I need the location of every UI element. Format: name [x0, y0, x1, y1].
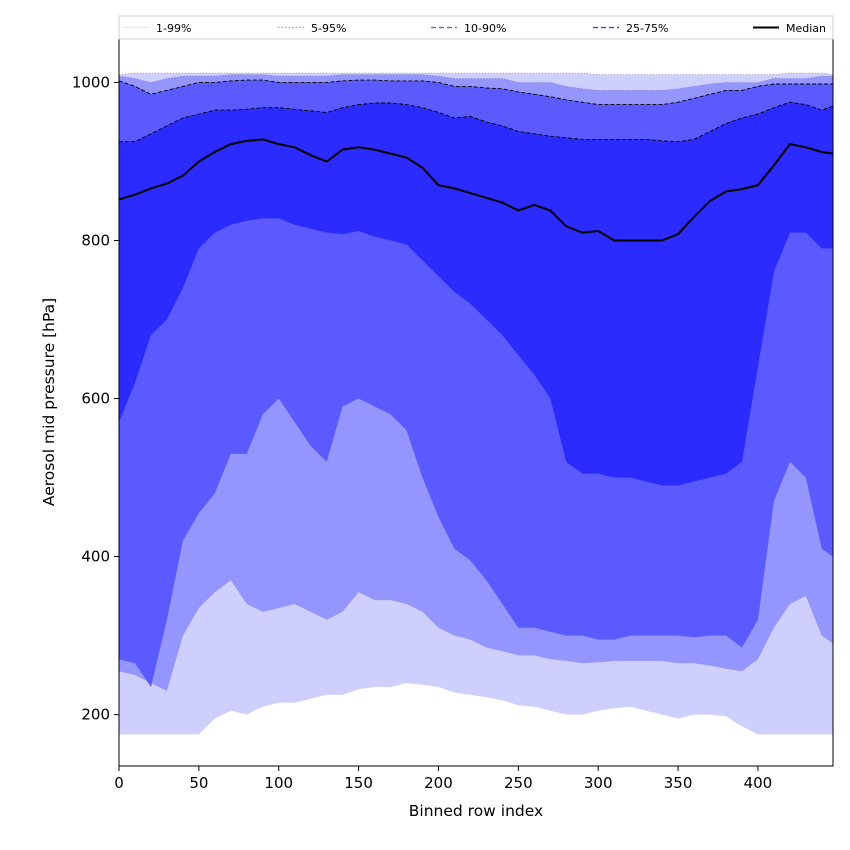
- y-tick-label: 200: [81, 706, 110, 724]
- band-upper-edge-10-90pct: [118, 79, 833, 106]
- y-tick-label: 600: [81, 390, 110, 408]
- legend-label-4: 25-75%: [626, 22, 668, 35]
- percentile-bands: [118, 72, 834, 735]
- legend-label-3: 10-90%: [464, 22, 506, 35]
- x-tick-label: 150: [344, 774, 373, 792]
- x-tick-label: 0: [114, 774, 124, 792]
- band-25-75pct: [119, 102, 833, 486]
- y-axis: 200 400 600 800 1000: [72, 73, 119, 724]
- band-upper-edge-25-75pct: [119, 101, 834, 143]
- x-axis: 0 50 100 150 200 250 300 350 400: [114, 766, 772, 792]
- x-tick-label: 350: [664, 774, 693, 792]
- y-axis-label: Aerosol mid pressure [hPa]: [40, 298, 58, 506]
- x-axis-label: Binned row index: [409, 802, 543, 820]
- x-tick-label: 50: [189, 774, 208, 792]
- y-tick-label: 1000: [72, 73, 110, 91]
- y-tick-label: 800: [81, 232, 110, 250]
- median-layer: [118, 138, 834, 242]
- x-tick-label: 300: [584, 774, 613, 792]
- median-line: [118, 138, 834, 242]
- legend-label-5: Median: [786, 22, 826, 35]
- x-tick-label: 400: [744, 774, 773, 792]
- x-tick-label: 100: [264, 774, 293, 792]
- x-tick-label: 250: [504, 774, 533, 792]
- legend-label-2: 5-95%: [311, 22, 346, 35]
- legend: 1-99% 5-95% 10-90% 25-75% Median: [118, 15, 834, 40]
- legend-box: [118, 15, 834, 40]
- x-tick-label: 200: [424, 774, 453, 792]
- legend-label-1: 1-99%: [156, 22, 191, 35]
- y-tick-label: 400: [81, 548, 110, 566]
